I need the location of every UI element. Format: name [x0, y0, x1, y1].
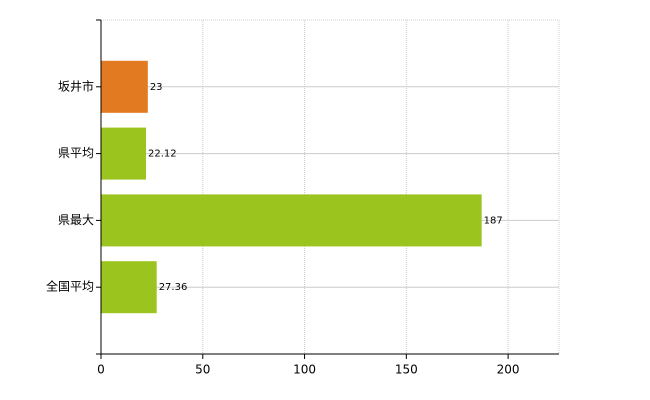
bar — [101, 261, 157, 314]
bar — [101, 127, 147, 180]
value-label: 27.36 — [159, 282, 188, 293]
y-tick-label: 県最大 — [58, 213, 94, 227]
y-tick-label: 全国平均 — [46, 279, 94, 294]
value-label: 23 — [150, 82, 163, 93]
y-tick-label: 県平均 — [58, 146, 94, 160]
bar — [101, 60, 148, 113]
value-label: 187 — [484, 215, 503, 226]
y-tick-label: 坂井市 — [58, 78, 94, 93]
x-tick-label: 0 — [97, 363, 105, 377]
x-tick-label: 150 — [395, 363, 418, 377]
x-tick-label: 50 — [195, 363, 210, 377]
x-tick-label: 100 — [293, 363, 316, 377]
bar — [101, 194, 482, 247]
value-label: 22.12 — [148, 149, 177, 160]
x-tick-label: 200 — [497, 363, 520, 377]
